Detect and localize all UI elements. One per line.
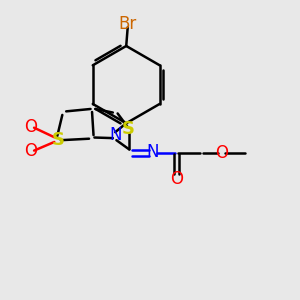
- Text: O: O: [215, 144, 228, 162]
- Text: S: S: [122, 120, 135, 138]
- Text: S: S: [51, 130, 64, 148]
- Text: O: O: [170, 170, 183, 188]
- Text: N: N: [147, 143, 159, 161]
- Text: Br: Br: [118, 15, 137, 33]
- Text: O: O: [25, 142, 38, 160]
- Text: O: O: [25, 118, 38, 136]
- Text: N: N: [110, 126, 122, 144]
